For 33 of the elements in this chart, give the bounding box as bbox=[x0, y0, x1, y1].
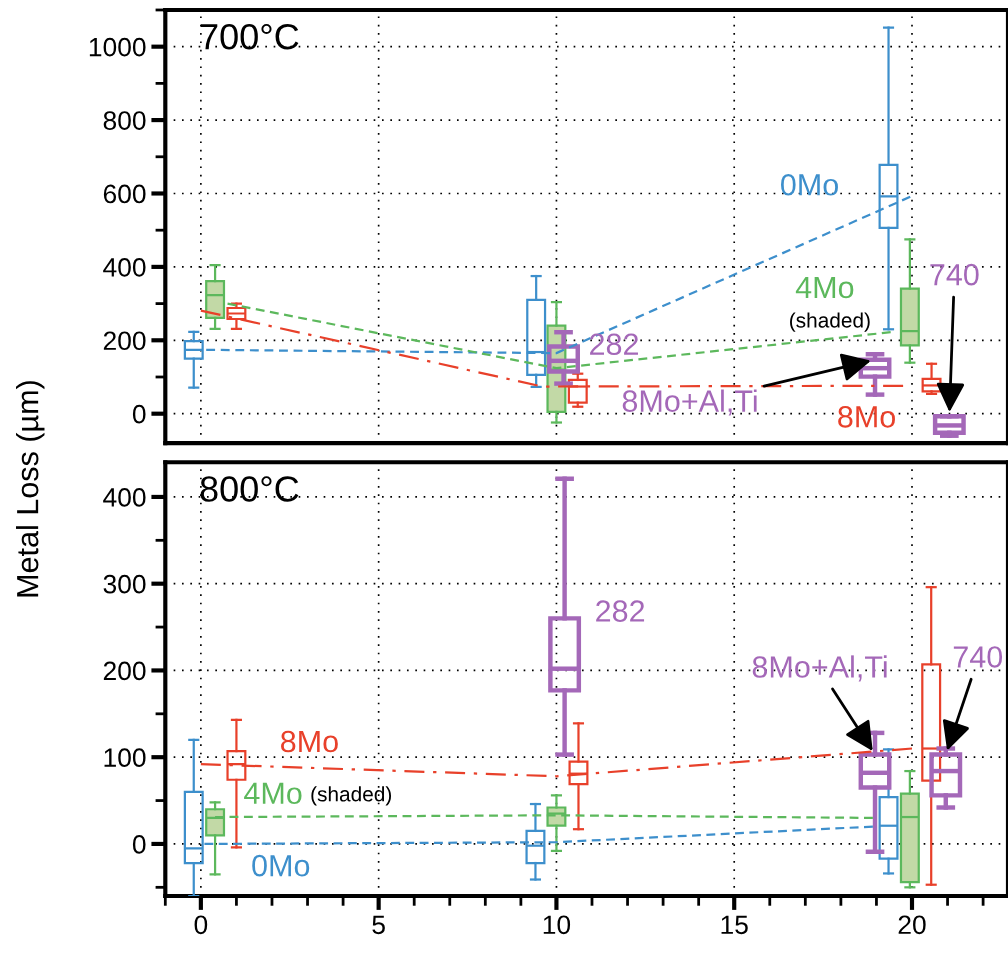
y-tick-label: 300 bbox=[103, 574, 146, 594]
text: 740 bbox=[930, 263, 979, 286]
series-label: 8Mo bbox=[838, 406, 895, 428]
chart-title: 700°C bbox=[200, 23, 299, 50]
annotation: (shaded) bbox=[311, 786, 392, 806]
y-tick-label: 400 bbox=[103, 488, 146, 507]
series-label: 4Mo bbox=[244, 782, 302, 805]
y-axis-title: Metal Loss (µm) bbox=[16, 381, 45, 597]
series-label: 282 bbox=[590, 333, 638, 356]
text: 740 bbox=[953, 646, 1003, 668]
text: 8Mo+Al,Ti bbox=[622, 389, 757, 416]
series-label: 4Mo bbox=[795, 277, 854, 299]
series-label: 0Mo bbox=[252, 854, 310, 877]
y-tick-label: 800 bbox=[103, 111, 146, 130]
chart-title: 800°C bbox=[200, 476, 299, 502]
y-tick-label: 100 bbox=[104, 748, 146, 768]
series-label: 0Mo bbox=[781, 173, 838, 196]
x-tick-label: 0 bbox=[194, 915, 208, 935]
annotation: (shaded) bbox=[790, 312, 870, 332]
x-tick-label: 15 bbox=[721, 915, 748, 935]
y-tick-label: 1000 bbox=[89, 37, 146, 57]
x-tick-label: 10 bbox=[543, 915, 571, 935]
y-tick-label: 0 bbox=[132, 404, 146, 424]
x-tick-label: 5 bbox=[372, 915, 385, 935]
y-tick-label: 0 bbox=[132, 835, 146, 854]
y-tick-label: 200 bbox=[103, 661, 146, 681]
series-label: 282 bbox=[596, 600, 645, 622]
y-tick-label: 600 bbox=[103, 184, 146, 204]
text: 8Mo+Al,Ti bbox=[752, 655, 887, 682]
y-tick-label: 200 bbox=[103, 331, 146, 351]
y-tick-label: 400 bbox=[103, 258, 146, 277]
x-tick-label: 20 bbox=[898, 915, 926, 935]
series-label: 8Mo bbox=[281, 730, 338, 753]
